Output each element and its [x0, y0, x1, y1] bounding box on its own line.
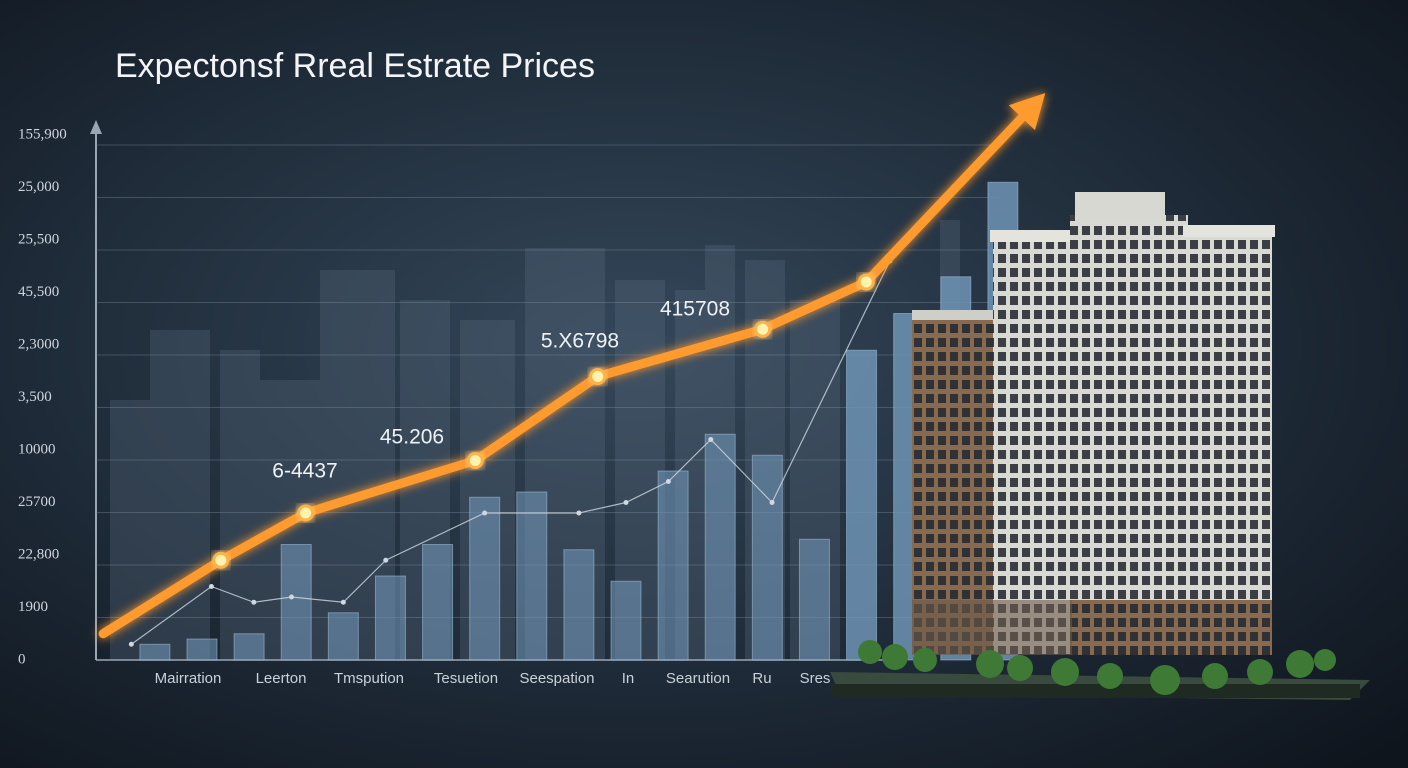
x-tick-label: Mairration — [155, 670, 222, 687]
secondary-marker — [576, 510, 582, 516]
chart-title: Expectonsf Rreal Estrate Prices — [115, 47, 595, 85]
y-tick-label: 25,500 — [18, 231, 59, 247]
x-tick-label: Leerton — [256, 670, 307, 687]
secondary-marker — [340, 599, 346, 605]
y-tick-label: 45,500 — [18, 284, 59, 300]
price-trend-line — [98, 113, 1027, 639]
secondary-marker — [769, 500, 775, 505]
y-tick-label: 25,000 — [18, 179, 59, 195]
secondary-marker — [383, 557, 389, 563]
bar — [751, 454, 783, 661]
trend-arrowhead — [1008, 93, 1046, 131]
x-tick-label: Tmspution — [334, 670, 404, 687]
trend-marker — [212, 551, 230, 569]
bar — [186, 638, 218, 661]
secondary-marker — [482, 510, 488, 516]
bar — [374, 575, 406, 661]
bar — [563, 549, 595, 661]
y-tick-label: 3,500 — [18, 389, 52, 405]
y-tick-label: 10000 — [18, 441, 56, 457]
bar — [704, 433, 736, 661]
secondary-marker — [251, 599, 257, 605]
x-tick-label: Seespation — [519, 670, 594, 687]
x-tick-label: Tesuetion — [434, 670, 498, 687]
bar — [139, 643, 171, 661]
secondary-marker — [665, 479, 671, 484]
data-annotation: 6-4437 — [272, 460, 337, 483]
y-tick-label: 22,800 — [18, 546, 59, 562]
trend-marker — [466, 452, 484, 469]
y-tick-label: 1900 — [18, 599, 48, 615]
buildings — [830, 192, 1370, 700]
x-tick-label: Sres — [800, 670, 831, 687]
y-tick-label: 155,900 — [18, 126, 67, 142]
trend-marker — [857, 273, 875, 291]
x-tick-label: In — [622, 670, 635, 687]
y-axis-arrow — [90, 120, 102, 134]
secondary-marker — [128, 641, 134, 647]
bar — [469, 496, 501, 661]
data-annotation: 45.206 — [380, 426, 444, 449]
bar — [280, 544, 312, 661]
x-tick-label: Searution — [666, 670, 730, 687]
secondary-marker — [623, 500, 629, 505]
trend-marker — [589, 368, 607, 385]
bar — [846, 349, 878, 661]
y-tick-label: 25700 — [18, 494, 56, 510]
bar — [422, 544, 454, 661]
secondary-marker — [208, 584, 214, 589]
x-tick-label: Ru — [752, 670, 771, 687]
bar — [610, 580, 642, 661]
trend-marker — [754, 320, 772, 338]
y-tick-label: 0 — [18, 651, 26, 667]
bar — [657, 470, 689, 661]
bar — [233, 633, 265, 661]
data-annotation: 5.X6798 — [541, 330, 619, 353]
lines-layer: 6-4437 45.206 5.X6798 415708 — [98, 93, 1046, 647]
data-annotation: 415708 — [660, 298, 730, 321]
y-tick-label: 2,3000 — [18, 336, 59, 352]
secondary-marker — [708, 437, 714, 442]
bar — [516, 491, 548, 661]
secondary-marker — [289, 594, 295, 600]
trend-marker — [297, 504, 315, 522]
bar — [327, 612, 359, 661]
bar — [798, 538, 830, 661]
